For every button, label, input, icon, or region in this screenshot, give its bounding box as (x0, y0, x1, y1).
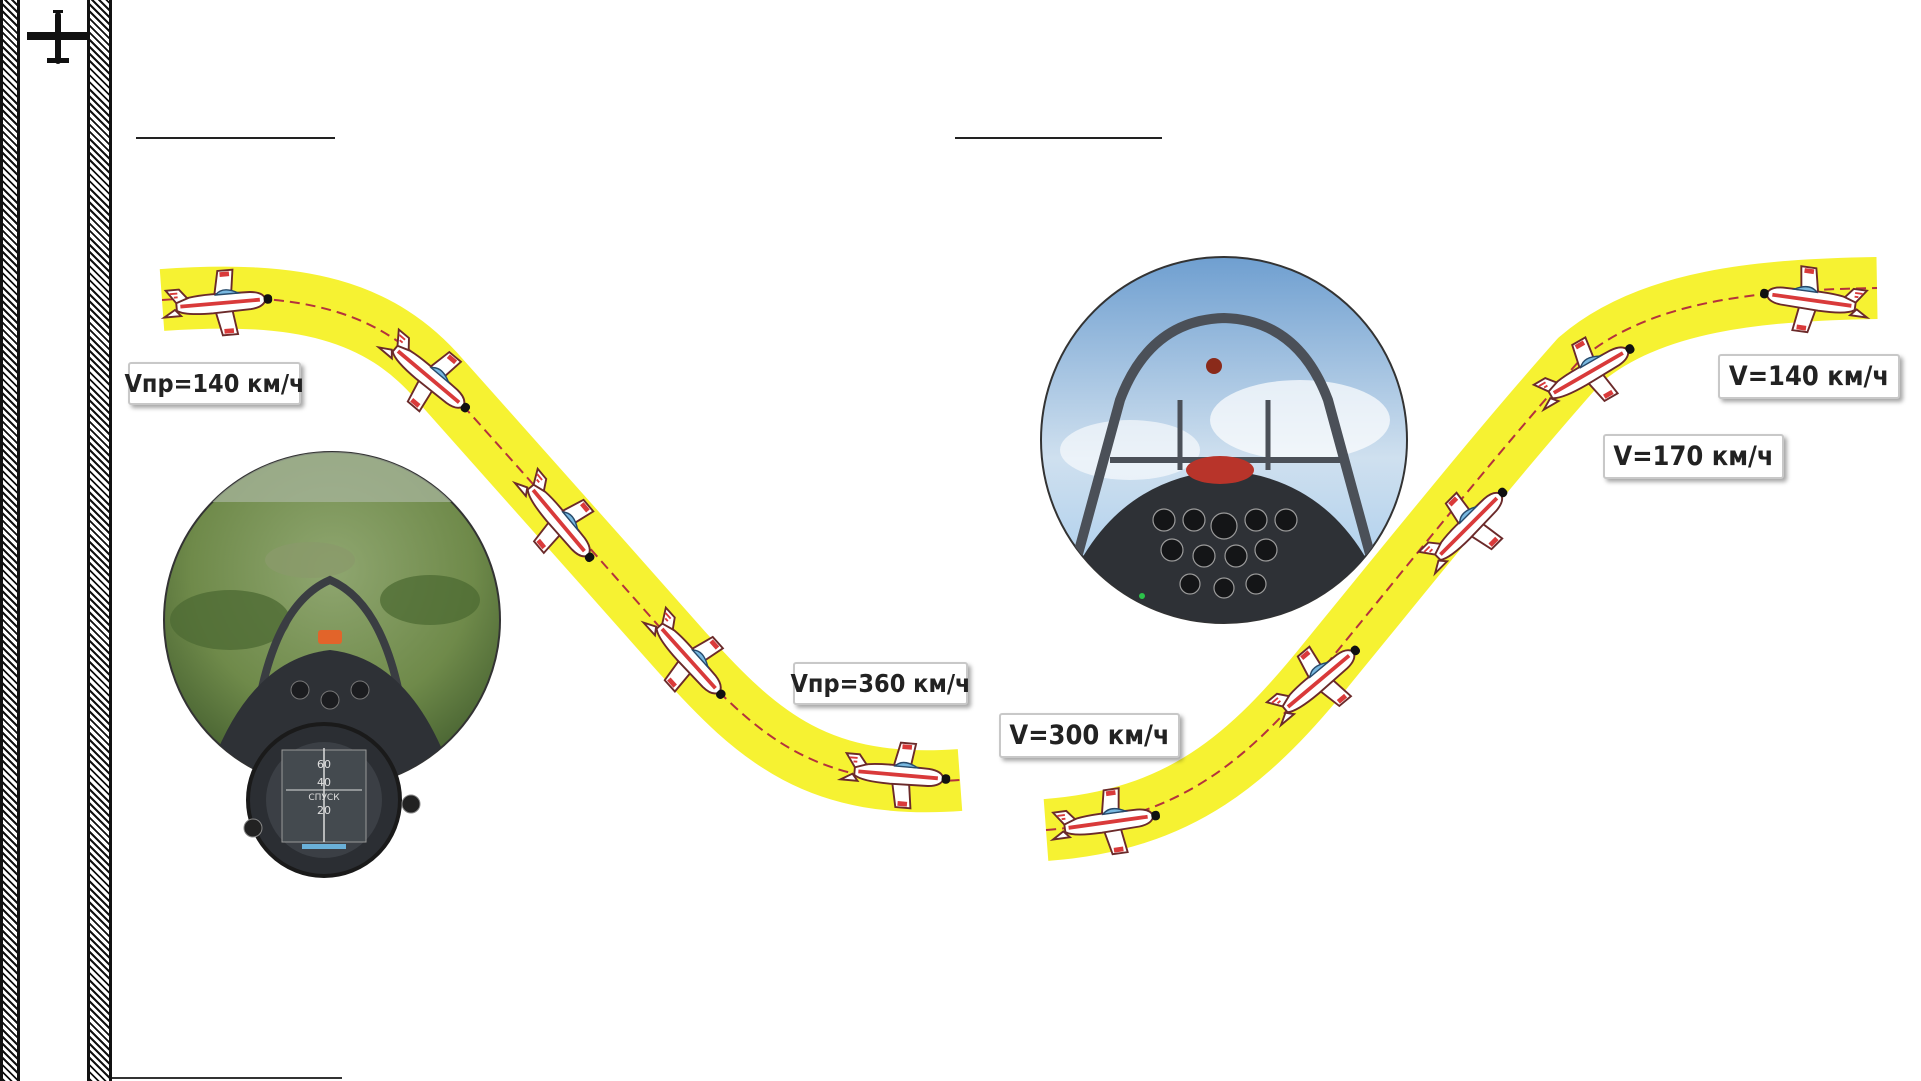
speed-label-left-exit: Vпр=360 км/ч (791, 662, 971, 705)
corner-aircraft-icon (27, 10, 89, 64)
bottom-rule (112, 1077, 342, 1079)
gauge-caption: СПУСК (308, 793, 340, 803)
variometer-gauge: 60 40 СПУСК 20 (243, 722, 421, 878)
gauge-tick-20: 20 (317, 804, 331, 817)
left-hatched-border (0, 0, 20, 1081)
cockpit-view-sky (1040, 256, 1408, 624)
speed-label-left-entry: Vпр=140 км/ч (125, 362, 305, 405)
left-title-underline (136, 137, 335, 139)
gauge-tick-60: 60 (317, 758, 331, 771)
right-title-underline (955, 137, 1162, 139)
right-hatched-border (87, 0, 112, 1081)
speed-label-right-mid: V=170 км/ч (1603, 434, 1784, 479)
speed-label-right-exit: V=140 км/ч (1718, 354, 1900, 399)
gauge-tick-40: 40 (317, 776, 331, 789)
speed-label-right-entry: V=300 км/ч (999, 713, 1180, 758)
